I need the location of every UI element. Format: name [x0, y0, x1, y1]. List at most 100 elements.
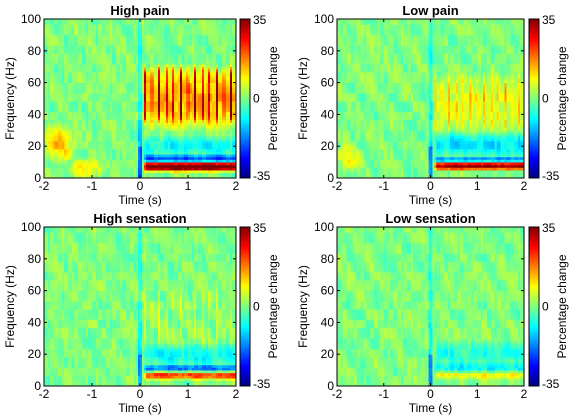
heatmap-cell: [80, 58, 83, 62]
heatmap-cell: [118, 87, 121, 91]
heatmap-cell: [52, 146, 55, 150]
heatmap-cell: [50, 21, 53, 25]
heatmap-cell: [156, 119, 159, 123]
heatmap-cell: [100, 151, 103, 155]
heatmap-cell: [108, 135, 111, 139]
heatmap-cell: [58, 164, 61, 168]
heatmap-cell: [84, 72, 87, 76]
heatmap-cell: [78, 114, 81, 118]
heatmap-cell: [132, 132, 135, 136]
heatmap-cell: [70, 72, 73, 76]
heatmap-cell: [90, 167, 93, 171]
heatmap-cell: [118, 77, 121, 81]
heatmap-cell: [50, 58, 53, 62]
heatmap-cell: [56, 127, 59, 131]
heatmap-cell: [92, 48, 95, 52]
heatmap-cell: [82, 50, 85, 54]
heatmap-cell: [134, 143, 137, 147]
heatmap-cell: [120, 167, 123, 171]
heatmap-cell: [130, 37, 133, 41]
heatmap-cell: [104, 109, 107, 113]
heatmap-cell: [122, 167, 125, 171]
heatmap-cell: [46, 127, 49, 131]
heatmap-cell: [88, 45, 91, 49]
heatmap-cell: [86, 164, 89, 168]
heatmap-cell: [144, 135, 147, 139]
heatmap-cell: [70, 106, 73, 110]
heatmap-cell: [134, 138, 137, 142]
heatmap-cell: [152, 148, 155, 152]
heatmap-cell: [146, 159, 149, 163]
heatmap-cell: [128, 114, 131, 118]
heatmap-cell: [112, 159, 115, 163]
heatmap-cell: [136, 69, 139, 73]
heatmap-cell: [152, 170, 155, 174]
heatmap-cell: [116, 106, 119, 110]
heatmap-cell: [58, 58, 61, 62]
heatmap-cell: [106, 69, 109, 73]
heatmap-cell: [140, 109, 143, 113]
heatmap-cell: [90, 138, 93, 142]
heatmap-cell: [58, 40, 61, 44]
heatmap-cell: [122, 138, 125, 142]
heatmap-cell: [150, 50, 153, 54]
heatmap-cell: [142, 140, 145, 144]
heatmap-cell: [54, 48, 57, 52]
heatmap-cell: [110, 79, 113, 83]
heatmap-cell: [150, 143, 153, 147]
heatmap-cell: [156, 146, 159, 150]
heatmap-cell: [48, 117, 51, 121]
heatmap-cell: [110, 26, 113, 30]
heatmap-cell: [150, 154, 153, 158]
heatmap-cell: [66, 26, 69, 30]
heatmap-cell: [98, 164, 101, 168]
heatmap-cell: [102, 34, 105, 38]
heatmap-cell: [92, 77, 95, 81]
heatmap-cell: [132, 154, 135, 158]
heatmap-cell: [96, 69, 99, 73]
heatmap-cell: [94, 87, 97, 91]
heatmap-cell: [82, 32, 85, 36]
heatmap-cell: [94, 98, 97, 102]
heatmap-cell: [68, 19, 71, 23]
heatmap-cell: [84, 34, 87, 38]
heatmap-cell: [148, 72, 151, 76]
heatmap-cell: [66, 98, 69, 102]
heatmap-cell: [152, 34, 155, 38]
heatmap-cell: [86, 72, 89, 76]
heatmap-cell: [62, 50, 65, 54]
heatmap-cell: [62, 143, 65, 147]
heatmap-cell: [110, 53, 113, 57]
heatmap-cell: [110, 130, 113, 134]
heatmap-cell: [54, 21, 57, 25]
heatmap-cell: [106, 140, 109, 144]
heatmap-cell: [128, 98, 131, 102]
heatmap-cell: [94, 64, 97, 68]
heatmap-cell: [94, 162, 97, 166]
heatmap-cell: [84, 93, 87, 97]
heatmap-cell: [130, 101, 133, 105]
heatmap-cell: [98, 82, 101, 86]
heatmap-cell: [58, 119, 61, 123]
heatmap-cell: [66, 122, 69, 126]
heatmap-cell: [76, 48, 79, 52]
heatmap-cell: [144, 125, 147, 129]
heatmap-cell: [76, 72, 79, 76]
heatmap-cell: [122, 95, 125, 99]
heatmap-cell: [124, 66, 127, 70]
heatmap-cell: [48, 95, 51, 99]
heatmap-cell: [100, 125, 103, 129]
heatmap-cell: [78, 148, 81, 152]
heatmap-cell: [58, 162, 61, 166]
heatmap-cell: [50, 103, 53, 107]
heatmap-cell: [154, 127, 157, 131]
heatmap-cell: [52, 29, 55, 33]
heatmap-cell: [80, 175, 83, 179]
heatmap-cell: [146, 132, 149, 136]
heatmap-cell: [86, 103, 89, 107]
heatmap-cell: [112, 140, 115, 144]
heatmap-cell: [132, 69, 135, 73]
heatmap-cell: [54, 135, 57, 139]
heatmap-cell: [144, 72, 147, 76]
heatmap-cell: [62, 106, 65, 110]
